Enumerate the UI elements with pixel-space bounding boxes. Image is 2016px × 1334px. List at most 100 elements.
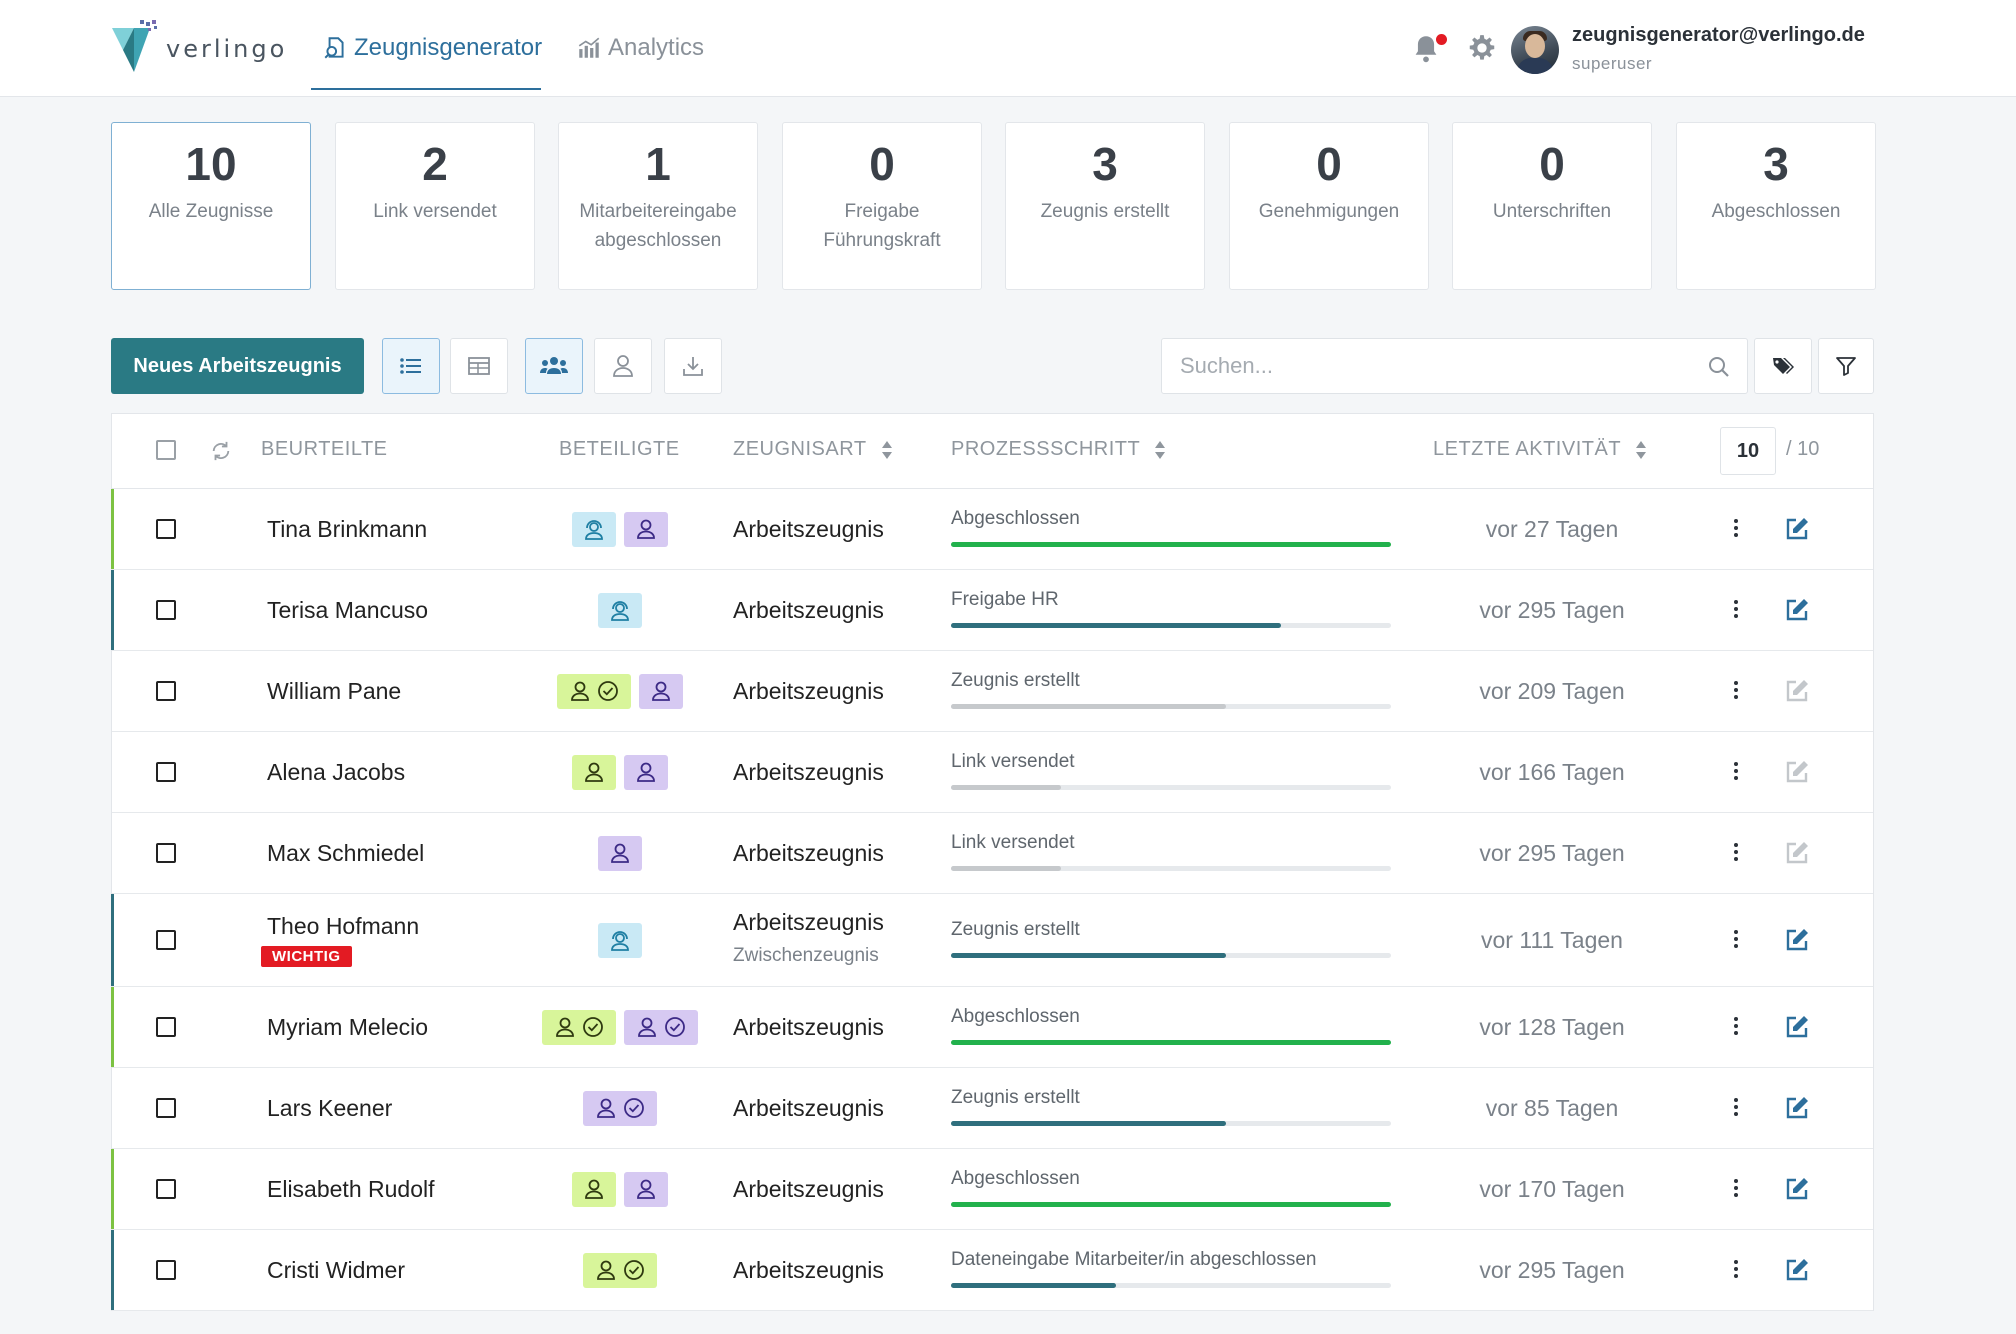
edit-icon[interactable] (1784, 597, 1810, 623)
column-header-prozessschritt[interactable]: PROZESSSCHRITT (951, 438, 1166, 461)
participant-badge[interactable] (624, 754, 668, 790)
table-row[interactable]: Terisa Mancuso Arbeitszeugnis Freigabe HR v… (111, 570, 1873, 651)
status-card[interactable]: 0 Genehmigungen (1229, 122, 1429, 290)
row-checkbox[interactable] (156, 1016, 176, 1037)
table-row[interactable]: Elisabeth Rudolf Arbeitszeugnis Abgeschlos… (111, 1149, 1873, 1230)
edit-icon[interactable] (1784, 759, 1810, 785)
more-options-icon[interactable] (1732, 1095, 1740, 1119)
employee-name[interactable]: William Pane (267, 677, 402, 704)
more-options-icon[interactable] (1732, 927, 1740, 951)
gear-icon[interactable] (1468, 34, 1496, 67)
employee-name[interactable]: Alena Jacobs (267, 758, 406, 785)
search-input[interactable] (1162, 339, 1682, 393)
participant-badge[interactable] (583, 1090, 657, 1126)
participant-badge[interactable] (572, 1171, 616, 1207)
employee-name[interactable]: Myriam Melecio (267, 1013, 429, 1040)
filter-button[interactable] (1818, 338, 1874, 394)
list-view-button[interactable] (382, 338, 440, 394)
refresh-icon[interactable] (210, 440, 232, 462)
edit-icon[interactable] (1784, 927, 1810, 953)
edit-icon[interactable] (1784, 1257, 1810, 1283)
participant-badge[interactable] (572, 754, 616, 790)
status-card[interactable]: 0 Unterschriften (1452, 122, 1652, 290)
table-row[interactable]: Alena Jacobs Arbeitszeugnis Link versendet… (112, 732, 1873, 813)
employee-name[interactable]: Cristi Widmer (267, 1256, 405, 1283)
participant-badge[interactable] (639, 673, 683, 709)
employee-name[interactable]: Theo Hofmann (267, 912, 420, 939)
status-card[interactable]: 2 Link versendet (335, 122, 535, 290)
participant-badge[interactable] (624, 1009, 698, 1045)
participant-badge[interactable] (624, 1171, 668, 1207)
column-header-beurteilte[interactable]: BEURTEILTE (261, 438, 388, 461)
status-card[interactable]: 1 Mitarbeitereingabe abgeschlossen (558, 122, 758, 290)
more-options-icon[interactable] (1732, 1257, 1740, 1281)
more-options-icon[interactable] (1732, 678, 1740, 702)
table-row[interactable]: Tina Brinkmann Arbeitszeugnis Abgeschlosse… (111, 489, 1873, 570)
employee-name[interactable]: Terisa Mancuso (267, 596, 429, 623)
status-card[interactable]: 3 Zeugnis erstellt (1005, 122, 1205, 290)
more-options-icon[interactable] (1732, 1176, 1740, 1200)
user-email[interactable]: zeugnisgenerator@verlingo.de (1572, 24, 1865, 46)
participant-badge[interactable] (583, 1252, 657, 1288)
single-user-filter-button[interactable] (594, 338, 652, 394)
row-checkbox[interactable] (156, 1178, 176, 1199)
progress-fill (951, 622, 1281, 628)
table-view-button[interactable] (450, 338, 508, 394)
tags-button[interactable] (1754, 338, 1812, 394)
more-options-icon[interactable] (1732, 1014, 1740, 1038)
participant-badge[interactable] (598, 835, 642, 871)
more-options-icon[interactable] (1732, 516, 1740, 540)
table-row[interactable]: Lars Keener Arbeitszeugnis Zeugnis erstell… (112, 1068, 1873, 1149)
progress-bar (951, 1120, 1391, 1126)
employee-name[interactable]: Lars Keener (267, 1094, 393, 1121)
edit-icon[interactable] (1784, 1014, 1810, 1040)
more-options-icon[interactable] (1732, 597, 1740, 621)
select-all-checkbox[interactable] (156, 440, 176, 460)
table-row[interactable]: Myriam Melecio Arbeitszeugnis Abgeschlosse… (111, 987, 1873, 1068)
page-size-select[interactable]: 10 (1720, 427, 1776, 475)
status-card[interactable]: 10 Alle Zeugnisse (111, 122, 311, 290)
table-row[interactable]: Cristi Widmer Arbeitszeugnis Dateneingabe … (111, 1230, 1873, 1311)
participant-badge[interactable] (624, 511, 668, 547)
search-icon[interactable] (1707, 355, 1731, 379)
edit-icon[interactable] (1784, 1176, 1810, 1202)
table-row[interactable]: Max Schmiedel Arbeitszeugnis Link versende… (112, 813, 1873, 894)
bell-icon[interactable] (1412, 34, 1440, 69)
row-checkbox[interactable] (156, 680, 176, 701)
tab-analytics[interactable]: Analytics (576, 28, 704, 68)
participant-badge[interactable] (572, 511, 616, 547)
row-checkbox[interactable] (156, 761, 176, 782)
more-options-icon[interactable] (1732, 759, 1740, 783)
column-header-beteiligte[interactable]: BETEILIGTE (559, 438, 680, 461)
verlingo-logo[interactable]: verlingo (110, 20, 290, 78)
participant-badge[interactable] (542, 1009, 616, 1045)
group-filter-button[interactable] (525, 338, 583, 394)
participant-badge[interactable] (557, 673, 631, 709)
new-arbeitszeugnis-button[interactable]: Neues Arbeitszeugnis (111, 338, 364, 394)
edit-icon[interactable] (1784, 678, 1810, 704)
edit-icon[interactable] (1784, 840, 1810, 866)
employee-name[interactable]: Elisabeth Rudolf (267, 1175, 435, 1202)
edit-icon[interactable] (1784, 516, 1810, 542)
download-button[interactable] (664, 338, 722, 394)
row-checkbox[interactable] (156, 842, 176, 863)
participant-badge[interactable] (598, 592, 642, 628)
employee-name[interactable]: Max Schmiedel (267, 839, 425, 866)
status-card[interactable]: 3 Abgeschlossen (1676, 122, 1876, 290)
more-options-icon[interactable] (1732, 840, 1740, 864)
column-header-zeugnisart[interactable]: ZEUGNISART (733, 438, 893, 461)
avatar[interactable] (1511, 26, 1559, 74)
column-header-letzte-aktivitaet[interactable]: LETZTE AKTIVITÄT (1433, 438, 1647, 461)
table-row[interactable]: Theo Hofmann WICHTIG Arbeitszeugnis Zwische… (111, 894, 1873, 987)
row-checkbox[interactable] (156, 1097, 176, 1118)
employee-name[interactable]: Tina Brinkmann (267, 515, 428, 542)
tab-zeugnisgenerator[interactable]: Zeugnisgenerator (322, 28, 542, 68)
participant-badge[interactable] (598, 922, 642, 958)
row-checkbox[interactable] (156, 518, 176, 539)
row-checkbox[interactable] (156, 599, 176, 620)
status-card[interactable]: 0 Freigabe Führungskraft (782, 122, 982, 290)
table-row[interactable]: William Pane Arbeitszeugnis Zeugnis erstel… (112, 651, 1873, 732)
edit-icon[interactable] (1784, 1095, 1810, 1121)
row-checkbox[interactable] (156, 1259, 176, 1280)
row-checkbox[interactable] (156, 929, 176, 950)
